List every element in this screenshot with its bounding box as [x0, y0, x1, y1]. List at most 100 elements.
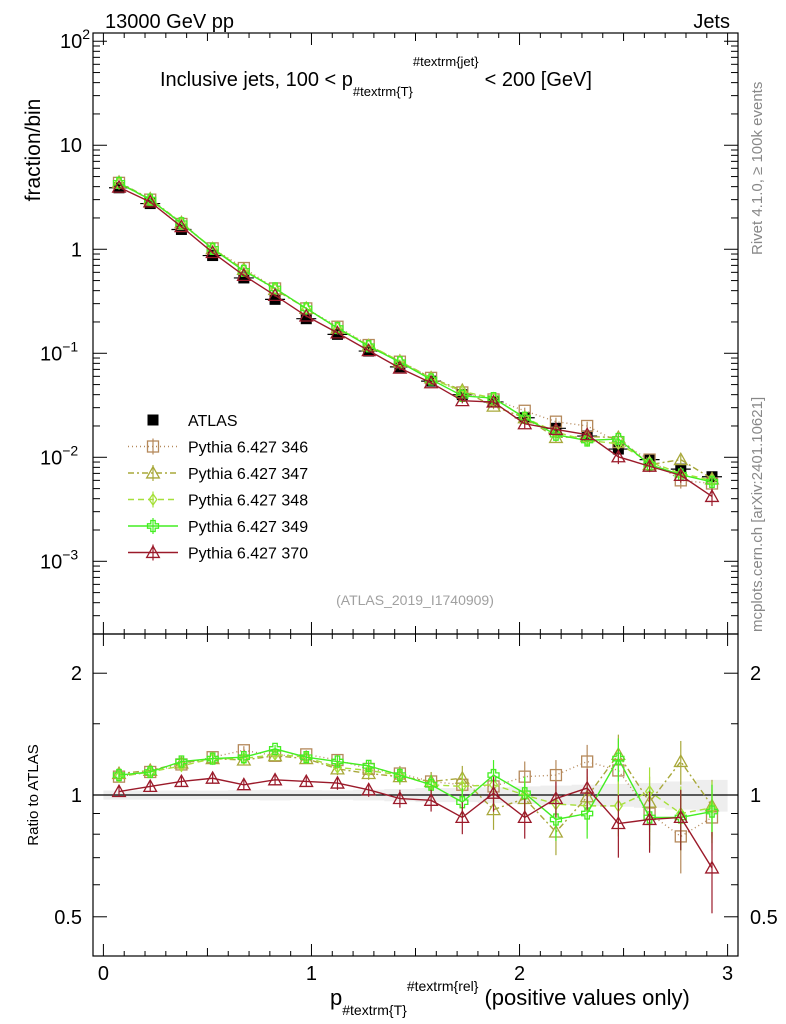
main-data-point [517, 416, 533, 430]
ratio-data-point [581, 807, 594, 820]
legend-label: ATLAS [188, 413, 238, 430]
ratio-data-point [173, 773, 189, 788]
main-data-point [579, 427, 595, 441]
ratio-data-point [362, 759, 375, 773]
ratio-data-point [549, 813, 563, 826]
ratio-data-point [423, 792, 439, 806]
main-data-point [392, 360, 408, 374]
ratio-data-point [361, 765, 377, 780]
main-data-point [173, 218, 189, 233]
main-data-point [673, 467, 689, 481]
ratio-panel: 0.5 0.5 1 1 2 2 0 1 2 3 [54, 633, 778, 985]
main-data-point [238, 272, 250, 284]
main-title-prefix: Inclusive jets, 100 < p [160, 69, 353, 91]
ratio-data-point [205, 770, 221, 784]
main-data-point [393, 356, 407, 369]
ratio-data-point [111, 783, 127, 798]
ratio-data-point [144, 765, 157, 779]
main-data-point [548, 421, 564, 436]
ratio-data-point [704, 860, 720, 874]
main-data-point [142, 194, 158, 208]
main-data-point [423, 375, 439, 389]
ratio-y-tick-label: 0.5 [54, 907, 82, 929]
main-series-0 [109, 182, 722, 483]
rivet-version-label: Rivet 4.1.0, ≥ 100k events [749, 82, 766, 255]
ratio-data-point [487, 768, 500, 782]
ratio-data-point [175, 755, 188, 768]
ratio-data-point [331, 755, 344, 768]
main-data-point [144, 193, 157, 206]
main-title: Inclusive jets, 100 < p#textrm{T} #textrm… [160, 54, 592, 99]
legend-marker [145, 544, 161, 559]
ratio-data-point [298, 773, 314, 788]
ratio-data-point [581, 755, 594, 768]
main-data-point [518, 411, 531, 424]
ratio-y-tick-label-right: 0.5 [750, 907, 778, 929]
ratio-data-point [486, 785, 501, 799]
energy-label: 13000 GeV pp [105, 11, 234, 33]
main-y-tick-label: 10 [60, 135, 82, 157]
ratio-data-point [549, 768, 563, 782]
legend-marker [147, 414, 159, 426]
main-data-point [612, 432, 625, 446]
legend-marker [146, 519, 160, 533]
x-tick-label: 1 [306, 963, 317, 985]
ratio-data-point [268, 742, 282, 756]
ratio-series-line [118, 777, 713, 869]
ratio-data-point [456, 796, 469, 809]
x-axis-label-prefix: p [330, 985, 342, 1010]
x-tick-label: 0 [98, 963, 109, 985]
ratio-data-point [330, 775, 345, 789]
ratio-data-point [612, 752, 625, 765]
ratio-y-tick-label: 2 [71, 663, 82, 685]
main-data-point [642, 458, 658, 472]
main-data-point [361, 342, 377, 357]
ratio-y-tick-label-right: 2 [750, 663, 761, 685]
main-data-point [424, 373, 438, 386]
ratio-data-band [103, 779, 728, 812]
ratio-data-point [300, 751, 313, 764]
main-data-point [207, 250, 219, 262]
ratio-y-tick-label: 1 [71, 785, 82, 807]
ratio-data-point [392, 790, 408, 805]
x-tick-label: 2 [514, 963, 525, 985]
ratio-data-point [642, 811, 658, 826]
main-data-point [269, 293, 281, 305]
legend-label: Pythia 6.427 347 [188, 466, 308, 483]
ratio-data-point [142, 778, 158, 793]
process-label: Jets [693, 11, 730, 33]
ratio-data-point [206, 752, 219, 765]
main-data-point [236, 267, 252, 282]
x-axis-label-sub: #textrm{T} [342, 1002, 407, 1018]
ratio-data-point [454, 809, 470, 824]
legend-marker [146, 440, 160, 453]
main-series-line [118, 181, 713, 480]
ratio-data-point [237, 751, 250, 764]
ratio-data-point [610, 815, 626, 830]
main-series-5 [111, 179, 720, 507]
ratio-data-point [236, 777, 252, 791]
ratio-data-point [112, 768, 126, 782]
ratio-data-point [361, 782, 377, 796]
mcplots-label: mcplots.cern.ch [arXiv:2401.10621] [749, 397, 766, 632]
legend-label: Pythia 6.427 346 [188, 440, 308, 457]
ratio-data-point [486, 801, 501, 816]
legend-marker [148, 492, 158, 507]
x-axis-label: p#textrm{T}#textrm{rel} (positive values … [330, 978, 690, 1018]
main-data-point [486, 394, 501, 408]
main-y-tick-label: 1 [71, 239, 82, 261]
ratio-data-point [673, 753, 689, 768]
main-data-point [298, 308, 314, 322]
main-data-point [610, 449, 626, 463]
legend-label: Pythia 6.427 348 [188, 493, 308, 510]
main-title-sup: #textrm{jet} [413, 54, 479, 69]
ratio-y-axis-label: Ratio to ATLAS [25, 744, 42, 845]
main-data-point [673, 451, 689, 466]
ratio-series-4 [111, 768, 720, 914]
ratio-data-point [673, 809, 689, 824]
main-y-tick-label: 102 [60, 26, 90, 53]
main-data-point [330, 325, 345, 339]
main-y-tick-label: 10−3 [40, 546, 78, 573]
main-panel: 10−3 10−2 10−1 1 10 102 [40, 26, 739, 635]
main-data-point [643, 458, 656, 471]
